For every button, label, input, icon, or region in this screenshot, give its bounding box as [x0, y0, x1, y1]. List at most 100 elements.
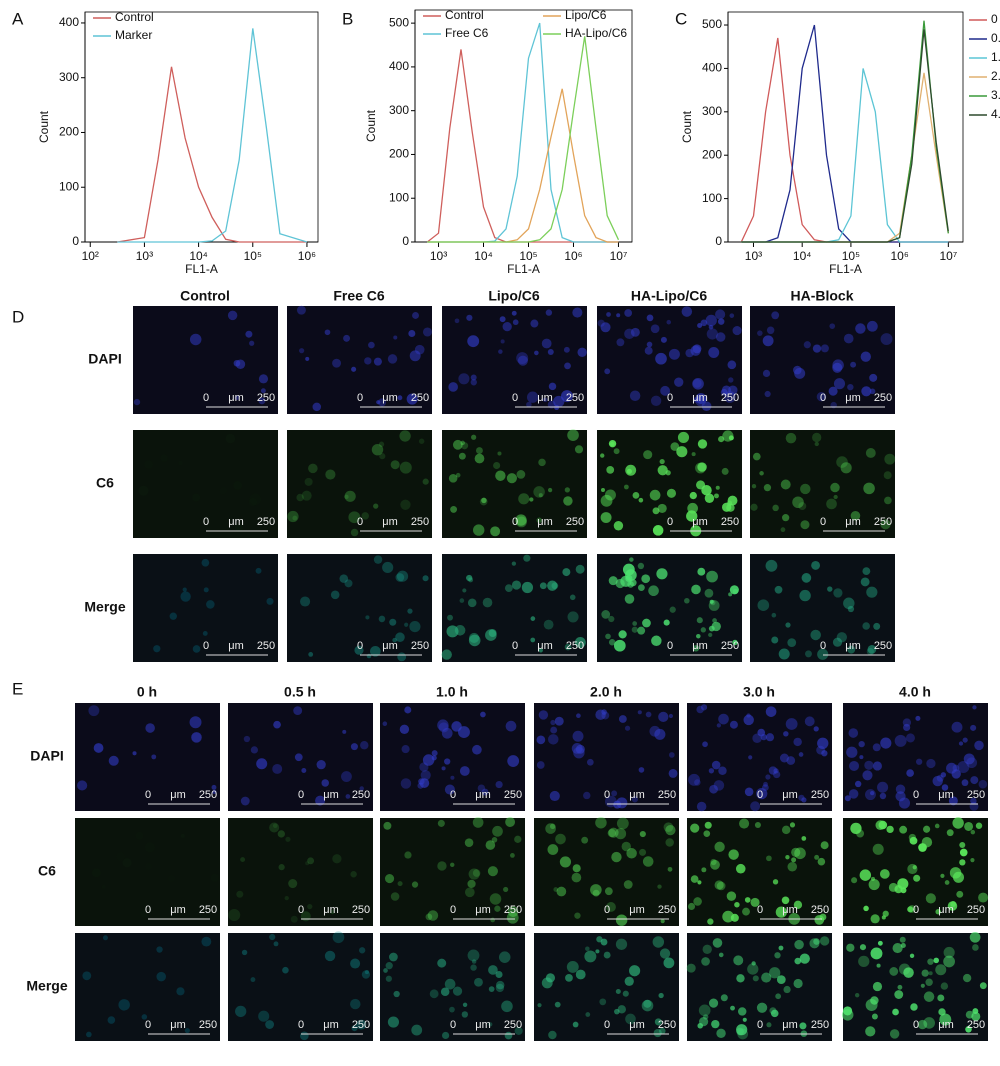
cell	[189, 333, 202, 346]
cell	[452, 439, 463, 450]
cell	[880, 333, 893, 346]
cell	[909, 836, 918, 845]
scale-unit: μm	[382, 392, 398, 404]
cell	[780, 479, 791, 490]
cell	[830, 482, 840, 493]
scale-start: 0	[298, 789, 304, 801]
scale-start: 0	[913, 1019, 919, 1031]
scale-unit: μm	[382, 640, 398, 652]
cell	[455, 472, 461, 478]
cell	[649, 489, 661, 501]
cell	[870, 914, 880, 924]
cell	[565, 974, 573, 982]
cell	[696, 801, 707, 812]
cell	[454, 318, 460, 324]
cell	[533, 486, 545, 498]
cell	[604, 489, 616, 501]
cell	[586, 758, 594, 766]
cell	[913, 874, 921, 882]
micrograph	[380, 818, 525, 926]
cell	[869, 373, 878, 382]
cell	[733, 955, 744, 966]
cell	[750, 801, 761, 812]
cell	[160, 454, 168, 462]
cell	[595, 709, 606, 720]
cell	[794, 957, 802, 965]
cell	[233, 481, 242, 490]
cell	[854, 992, 860, 998]
cell	[638, 497, 644, 503]
scale-start: 0	[203, 516, 209, 528]
cell	[116, 852, 125, 861]
cell	[917, 1019, 928, 1030]
cell	[273, 941, 279, 947]
cell	[844, 795, 851, 802]
scale-unit: μm	[782, 789, 798, 801]
cell	[437, 719, 449, 731]
cell	[964, 821, 974, 831]
cell	[409, 621, 421, 633]
cell	[498, 349, 503, 354]
cell	[730, 1005, 735, 1011]
cell	[814, 441, 819, 447]
scale-end: 250	[411, 640, 429, 652]
cell	[344, 579, 353, 588]
cell	[940, 873, 945, 878]
cell	[817, 737, 829, 749]
cell	[572, 864, 581, 873]
cell	[545, 823, 556, 834]
cell	[118, 999, 130, 1011]
cell	[534, 350, 539, 356]
cell	[860, 577, 870, 587]
cell	[373, 555, 383, 564]
cell	[324, 329, 331, 336]
cell	[624, 309, 633, 317]
column-header: 2.0 h	[590, 684, 622, 700]
column-header: HA-Lipo/C6	[631, 288, 707, 304]
cell	[841, 1009, 854, 1021]
scale-end: 250	[411, 516, 429, 528]
cell	[495, 970, 503, 979]
cell	[750, 503, 758, 511]
scale-unit: μm	[537, 392, 553, 404]
scale-start: 0	[450, 904, 456, 916]
cell	[563, 346, 570, 353]
cell	[351, 1025, 358, 1032]
cell	[530, 319, 539, 328]
legend-label: HA-Lipo/C6	[565, 26, 627, 40]
cell	[694, 779, 701, 786]
y-tick-label: 300	[59, 70, 79, 84]
y-tick-label: 400	[702, 61, 722, 75]
cell	[606, 312, 611, 317]
cell	[923, 1017, 935, 1029]
cell	[727, 495, 738, 506]
x-tick-label: 10⁶	[298, 249, 316, 263]
cell	[761, 972, 772, 983]
cell	[495, 780, 503, 789]
cell	[437, 861, 447, 871]
scale-unit: μm	[845, 516, 861, 528]
cell	[958, 741, 964, 746]
plot-frame	[414, 9, 633, 243]
cell	[584, 950, 597, 963]
cell	[385, 962, 393, 970]
cell	[704, 821, 712, 829]
cell	[629, 390, 641, 402]
cell	[250, 977, 256, 983]
cell	[654, 728, 666, 740]
panel-letter: E	[12, 679, 23, 698]
cell	[873, 622, 881, 630]
cell	[778, 945, 784, 951]
cell	[660, 336, 667, 343]
cell	[695, 393, 707, 404]
cell	[485, 840, 496, 850]
cell	[751, 961, 756, 966]
cell	[812, 432, 822, 443]
cell	[153, 645, 161, 653]
cell	[511, 580, 522, 590]
cell	[611, 851, 622, 863]
cell	[564, 362, 571, 370]
cell	[864, 760, 874, 770]
cell	[826, 498, 837, 510]
cell	[881, 915, 886, 920]
